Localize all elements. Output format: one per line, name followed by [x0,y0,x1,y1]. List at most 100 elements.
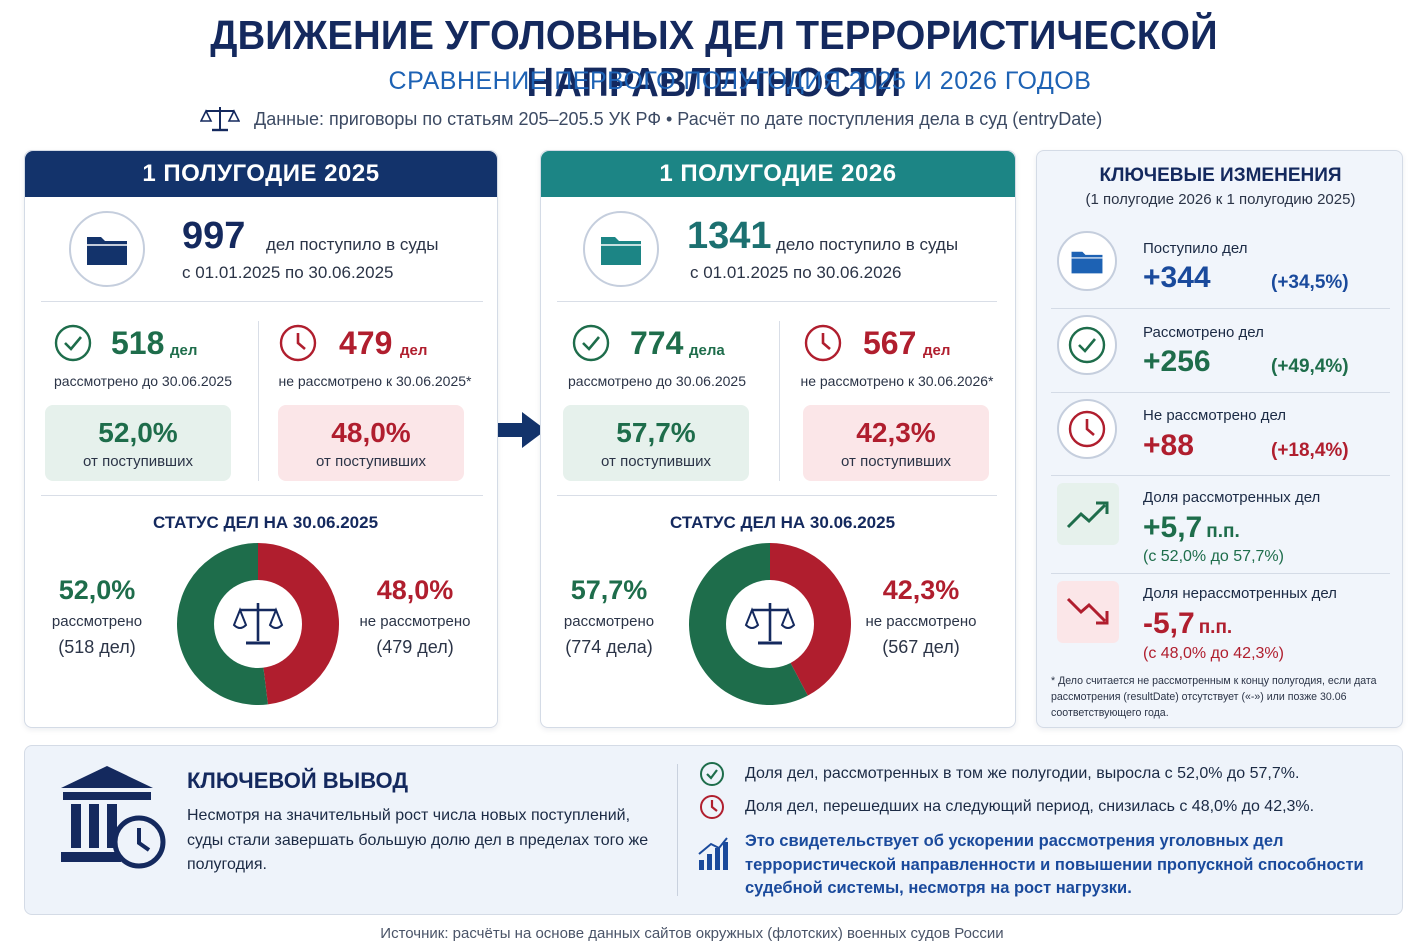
divider [779,321,780,481]
share-caption: от поступивших [601,452,711,470]
status-title: СТАТУС ДЕЛ НА 30.06.2025 [153,513,379,532]
donut-pending-count: (567 дел) [882,637,960,657]
data-note-text: Данные: приговоры по статьям 205–205.5 У… [254,108,1103,129]
arrow-right-icon [498,412,546,448]
received-change-value: +344 [1143,261,1211,294]
resolved-change-value: +256 [1143,345,1211,378]
received-value: 997 [182,215,246,257]
resolved-caption: рассмотрено до 30.06.2025 [568,373,746,389]
resolved-caption: рассмотрено до 30.06.2025 [54,373,232,389]
folder-icon [1057,231,1117,291]
clock-icon [700,795,724,819]
share-caption: от поступивших [841,452,951,470]
clock-icon [804,324,842,362]
pending-share-box: 48,0% от поступивших [278,405,464,481]
data-note: Данные: приговоры по статьям 205–205.5 У… [200,104,1102,134]
divider [41,301,483,302]
received-label: дел поступило в суды [266,235,439,254]
key-changes-title: КЛЮЧЕВЫЕ ИЗМЕНЕНИЯ [1099,165,1342,186]
conclusion-point-1: Доля дел, рассмотренных в том же полугод… [745,765,1300,782]
pending-unit: дел [400,342,428,359]
resolved-share-change-range: (с 52,0% до 57,7%) [1143,548,1284,565]
resolved-change-pct: (+49,4%) [1271,356,1349,377]
key-changes-subtitle: (1 полугодие 2026 к 1 полугодию 2025) [1085,191,1356,208]
status-title: СТАТУС ДЕЛ НА 30.06.2025 [670,513,896,532]
check-icon [1057,315,1117,375]
divider [1051,392,1390,393]
divider [677,764,678,896]
divider [557,495,997,496]
donut-resolved-label: рассмотрено [51,613,143,630]
conclusion-panel: КЛЮЧЕВОЙ ВЫВОД Несмотря на значительный … [24,745,1403,915]
scales-icon [744,603,796,645]
pending-change-value: +88 [1143,429,1194,462]
pending-share-change: -5,7 п.п. [1143,607,1232,641]
growth-chart-icon [698,837,728,870]
received-change-pct: (+34,5%) [1271,272,1349,293]
check-icon [700,762,724,786]
received-value: 1341 [687,215,772,257]
status-donut-2026 [689,543,851,705]
divider [1051,573,1390,574]
page-subtitle: СРАВНЕНИЕ ПЕРВОГО ПОЛУГОДИЯ 2025 И 2026 … [388,67,1092,95]
pending-value: 479 [339,325,393,361]
donut-resolved-pct: 57,7% [570,575,648,605]
footnote: * Дело считается не рассмотренным к конц… [1051,675,1377,719]
period-2026-heading: 1 ПОЛУГОДИЕ 2026 [541,151,1015,197]
scales-icon [200,107,240,132]
divider [41,495,483,496]
check-icon [572,324,610,362]
donut-pending-label: не рассмотрено [865,613,977,630]
resolved-change-label: Рассмотрено дел [1143,324,1264,341]
resolved-unit: дел [170,342,198,359]
status-donut-2025 [177,543,339,705]
resolved-share-change-value: +5,7 [1143,511,1203,544]
donut-pending-count: (479 дел) [376,637,454,657]
resolved-unit: дела [689,342,725,359]
pending-share: 48,0% [331,416,411,448]
footer-source: Источник: расчёты на основе данных сайто… [380,925,1004,942]
trend-down-icon [1057,581,1119,643]
pending-caption: не рассмотрено к 30.06.2026* [800,373,994,389]
period-2025-heading: 1 ПОЛУГОДИЕ 2025 [25,151,497,197]
pending-share-change-label: Доля нерассмотренных дел [1143,585,1337,602]
resolved-value: 518 [111,325,165,361]
pending-change-label: Не рассмотрено дел [1143,407,1287,424]
resolved-share-change-unit: п.п. [1206,521,1240,542]
folder-icon [583,211,659,287]
trend-up-icon [1057,483,1119,545]
resolved-share-change-label: Доля рассмотренных дел [1143,489,1321,506]
conclusion-title: КЛЮЧЕВОЙ ВЫВОД [187,768,409,793]
donut-resolved-label: рассмотрено [563,613,655,630]
resolved-share-box: 57,7% от поступивших [563,405,749,481]
pending-share-box: 42,3% от поступивших [803,405,989,481]
key-changes-panel: КЛЮЧЕВЫЕ ИЗМЕНЕНИЯ (1 полугодие 2026 к 1… [1036,150,1403,728]
received-label: дело поступило в суды [776,235,959,254]
pending-unit: дел [923,342,951,359]
received-range: с 01.01.2025 по 30.06.2026 [690,263,902,282]
conclusion-point-3: Это свидетельствует об ускорении рассмот… [745,832,1364,897]
divider [1051,308,1390,309]
donut-resolved-pct: 52,0% [58,575,136,605]
divider [258,321,259,481]
pending-caption: не рассмотрено к 30.06.2025* [278,373,472,389]
courthouse-clock-icon [61,766,166,869]
divider [557,301,997,302]
donut-pending-label: не рассмотрено [359,613,471,630]
resolved-share: 52,0% [98,416,178,448]
pending-share-change-unit: п.п. [1198,617,1233,638]
resolved-value: 774 [630,325,684,361]
page-title: ДВИЖЕНИЕ УГОЛОВНЫХ ДЕЛ ТЕРРОРИСТИЧЕСКОЙ … [210,12,1218,105]
pending-value: 567 [863,325,917,361]
pending-change-pct: (+18,4%) [1271,440,1349,461]
pending-share-change-range: (с 48,0% до 42,3%) [1143,645,1284,662]
divider [1051,475,1390,476]
scales-icon [232,603,284,645]
conclusion-point-2: Доля дел, перешедших на следующий период… [745,798,1315,815]
folder-icon [69,211,145,287]
received-range: с 01.01.2025 по 30.06.2025 [182,263,394,282]
donut-pending-pct: 42,3% [882,575,960,605]
check-icon [54,324,92,362]
period-2025-panel: 1 ПОЛУГОДИЕ 2025 997 дел поступило в суд… [24,150,498,728]
conclusion-text: Несмотря на значительный рост числа новы… [187,807,649,873]
